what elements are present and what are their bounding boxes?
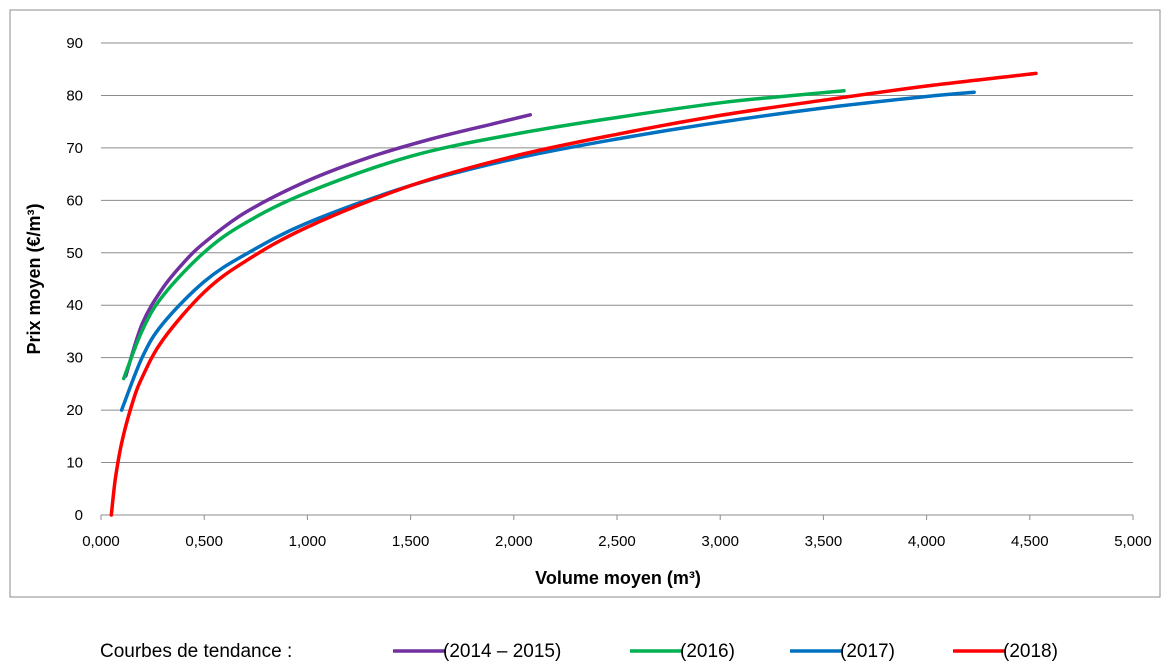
legend-label: (2017) bbox=[840, 641, 895, 662]
x-tick-labels: 0,000 0,500 1,000 1,500 2,000 2,500 3,000 3,500… bbox=[82, 533, 1152, 550]
x-tick-label: 2,500 bbox=[598, 533, 636, 550]
series-line bbox=[124, 113, 533, 378]
x-axis-title: Volume moyen (m³) bbox=[535, 568, 701, 588]
y-tick-label: 40 bbox=[66, 297, 83, 314]
x-tick-label: 5,000 bbox=[1114, 533, 1152, 550]
x-tick-label: 4,500 bbox=[1011, 533, 1049, 550]
y-tick-labels: 0 10 20 30 40 50 60 70 80 90 bbox=[66, 35, 83, 524]
x-tick-label: 1,000 bbox=[289, 533, 327, 550]
x-tick-label: 1,500 bbox=[392, 533, 430, 550]
y-tick-label: 60 bbox=[66, 192, 83, 209]
y-axis-title: Prix moyen (€/m³) bbox=[24, 203, 44, 354]
series-lines bbox=[109, 71, 1038, 517]
grid-lines bbox=[100, 42, 1134, 520]
series-line bbox=[121, 88, 846, 381]
y-tick-label: 50 bbox=[66, 245, 83, 262]
y-tick-label: 90 bbox=[66, 35, 83, 52]
y-tick-label: 20 bbox=[66, 402, 83, 419]
legend-label: (2014 – 2015) bbox=[443, 641, 561, 662]
x-tick-label: 4,000 bbox=[908, 533, 946, 550]
y-tick-label: 10 bbox=[66, 455, 83, 472]
legend-label: (2018) bbox=[1003, 641, 1058, 662]
series-line bbox=[109, 71, 1038, 517]
x-tick-label: 0,500 bbox=[185, 533, 223, 550]
x-tick-label: 3,000 bbox=[701, 533, 739, 550]
x-tick-label: 2,000 bbox=[495, 533, 533, 550]
chart-frame bbox=[9, 9, 1161, 598]
legend-label: (2016) bbox=[680, 641, 735, 662]
y-tick-label: 0 bbox=[75, 507, 83, 524]
y-tick-label: 30 bbox=[66, 350, 83, 367]
legend-title: Courbes de tendance : bbox=[100, 641, 292, 662]
x-tick-label: 3,500 bbox=[805, 533, 843, 550]
y-tick-label: 70 bbox=[66, 140, 83, 157]
x-tick-label: 0,000 bbox=[82, 533, 120, 550]
y-tick-label: 80 bbox=[66, 87, 83, 104]
legend: Courbes de tendance : (2014 – 2015) (2016… bbox=[100, 641, 1058, 662]
